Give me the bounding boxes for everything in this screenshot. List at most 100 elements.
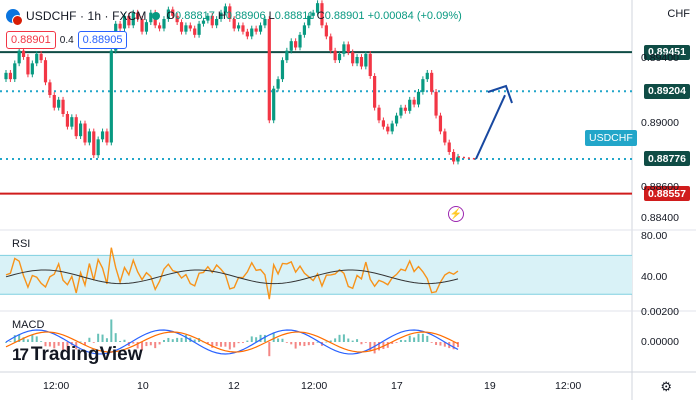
- macd-histogram-bar: [206, 342, 209, 344]
- macd-histogram-bar: [40, 341, 43, 342]
- rsi-axis-label: 80.00: [641, 230, 668, 242]
- buy-button[interactable]: 0.88905: [77, 31, 128, 49]
- candle-body: [100, 131, 105, 140]
- macd-histogram-bar: [105, 338, 108, 342]
- rsi-label[interactable]: RSI: [12, 238, 31, 250]
- candle-body: [13, 63, 17, 80]
- time-axis-label: 12:00: [301, 380, 328, 392]
- candle-body: [337, 53, 342, 61]
- macd-histogram-bar: [378, 342, 381, 351]
- macd-histogram-bar: [101, 334, 104, 342]
- candle-body: [456, 156, 460, 162]
- macd-line: [5, 329, 459, 355]
- price-axis-label: 0.88600: [641, 181, 679, 193]
- macd-histogram-bar: [18, 334, 21, 342]
- candle-body: [140, 19, 144, 32]
- candle-body: [280, 60, 285, 80]
- time-axis-label: 12: [228, 380, 240, 392]
- rsi-band: [0, 255, 632, 295]
- candle-body: [272, 88, 276, 121]
- macd-histogram-bar: [176, 337, 179, 342]
- macd-histogram-bar: [277, 338, 280, 342]
- macd-histogram-bar: [211, 342, 214, 348]
- candle-body: [364, 53, 368, 67]
- spread-value: 0.4: [59, 34, 74, 46]
- candle-body: [346, 44, 350, 53]
- symbol-title[interactable]: USDCHF · 1h · FXCM: [26, 9, 147, 23]
- macd-histogram-bar: [241, 342, 244, 343]
- macd-histogram-bar: [421, 333, 424, 342]
- macd-histogram-bar: [228, 342, 231, 350]
- candle-body: [109, 50, 113, 143]
- candle-body: [157, 25, 162, 29]
- candle-body: [307, 15, 311, 26]
- macd-histogram-bar: [79, 341, 82, 343]
- macd-histogram-bar: [220, 342, 223, 347]
- macd-histogram-bar: [268, 342, 271, 357]
- macd-histogram-bar: [193, 339, 196, 342]
- candle-body: [416, 91, 421, 105]
- macd-histogram-bar: [184, 334, 187, 342]
- macd-histogram-bar: [342, 334, 345, 342]
- macd-label[interactable]: MACD: [12, 319, 45, 331]
- sell-button[interactable]: 0.88901: [6, 31, 56, 49]
- candle-body: [61, 99, 65, 114]
- macd-histogram-bar: [167, 337, 170, 342]
- candle-body: [215, 19, 219, 26]
- candle-body: [254, 28, 258, 32]
- flash-icon[interactable]: ⚡: [448, 206, 464, 222]
- candles: [4, 0, 460, 165]
- price-level-tag: 0.89204: [644, 83, 690, 99]
- candle-body: [447, 142, 451, 152]
- candle-body: [351, 52, 355, 64]
- chart-header[interactable]: USDCHF · 1h · FXCM O0.88817 H0.88906 L0.…: [6, 6, 462, 26]
- candle-body: [57, 99, 61, 108]
- candle-body: [201, 20, 206, 24]
- candle-body: [329, 36, 333, 51]
- candle-body: [381, 120, 385, 127]
- macd-histogram-bar: [457, 342, 459, 348]
- macd-histogram-bar: [351, 340, 354, 342]
- candle-body: [452, 152, 456, 162]
- macd-histogram-bar: [373, 342, 376, 354]
- price-axis-label: 0.88400: [641, 212, 679, 224]
- macd-histogram-bar: [356, 339, 359, 342]
- candle-body: [267, 19, 271, 121]
- settings-gear-icon[interactable]: ⚙: [660, 379, 672, 394]
- time-axis-label: 19: [484, 380, 496, 392]
- candle-body: [403, 107, 407, 111]
- candle-body: [333, 50, 337, 61]
- macd-axis-label: 0.00200: [641, 306, 679, 318]
- candle-body: [197, 23, 201, 35]
- macd-histogram-bar: [123, 339, 126, 342]
- symbol-flag-icon: [6, 9, 23, 26]
- candle-body: [166, 9, 170, 19]
- macd-histogram-bar: [114, 333, 117, 342]
- candle-body: [228, 6, 232, 19]
- macd-histogram-bar: [290, 342, 293, 345]
- candle-body: [377, 107, 381, 121]
- rsi-axis-label: 40.00: [641, 271, 668, 283]
- market-open-icon: [152, 12, 161, 20]
- macd-histogram-bar: [250, 336, 253, 342]
- candle-body: [105, 131, 109, 143]
- macd-histogram-bar: [31, 334, 34, 342]
- time-axis-label: 17: [391, 380, 403, 392]
- candle-body: [70, 117, 74, 127]
- candle-body: [4, 72, 8, 80]
- candle-body: [430, 72, 434, 92]
- candle-body: [386, 126, 390, 132]
- candle-body: [232, 19, 236, 29]
- candle-body: [294, 41, 298, 48]
- price-level-tag: 0.88776: [644, 151, 690, 167]
- macd-histogram-bar: [285, 342, 288, 343]
- candle-body: [87, 131, 91, 143]
- candle-body: [92, 131, 96, 156]
- macd-histogram-bar: [452, 342, 455, 350]
- macd-histogram-bar: [26, 339, 29, 342]
- macd-histogram-bar: [5, 342, 7, 343]
- time-axis-label: 12:00: [555, 380, 582, 392]
- currency-label[interactable]: CHF: [667, 8, 690, 20]
- candle-body: [263, 19, 267, 26]
